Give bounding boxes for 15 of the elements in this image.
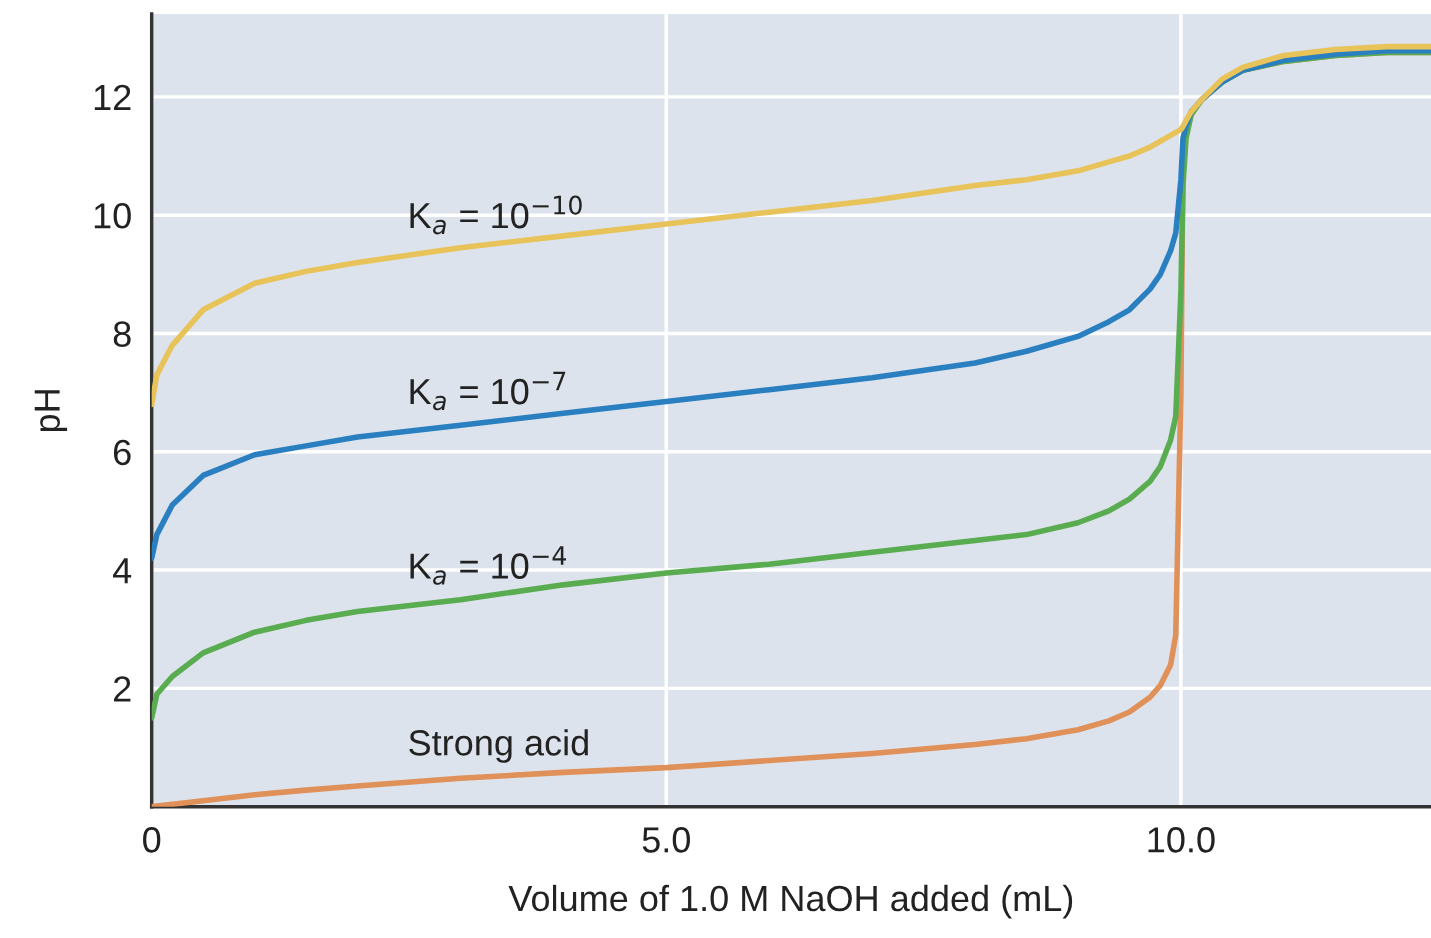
y-tick-label: 8	[113, 321, 131, 347]
series-label: Strong acid	[409, 729, 588, 763]
y-tick-label: 10	[94, 203, 131, 229]
y-axis-title: pH	[34, 390, 68, 432]
series-label: K$_{a}$ = 10$^{−7}$	[410, 371, 566, 411]
y-tick-label: 6	[113, 439, 131, 466]
series-label: K$_{a}$ = 10$^{−10}$	[410, 195, 582, 235]
y-tick-label: 2	[113, 676, 131, 702]
y-tick-label: 12	[94, 84, 131, 110]
x-tick-label: 10.0	[1148, 827, 1215, 853]
series-label: K$_{a}$ = 10$^{−4}$	[410, 546, 566, 585]
x-tick-label: 0	[143, 827, 161, 853]
x-tick-label: 5.0	[642, 827, 690, 853]
y-tick-label: 4	[112, 558, 132, 584]
x-axis-title: Volume of 1.0 M NaOH added (mL)	[508, 884, 1073, 919]
